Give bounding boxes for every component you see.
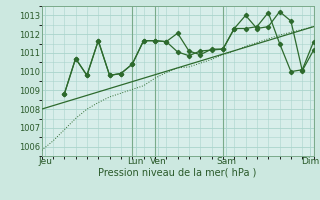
X-axis label: Pression niveau de la mer( hPa ): Pression niveau de la mer( hPa ) xyxy=(99,168,257,178)
